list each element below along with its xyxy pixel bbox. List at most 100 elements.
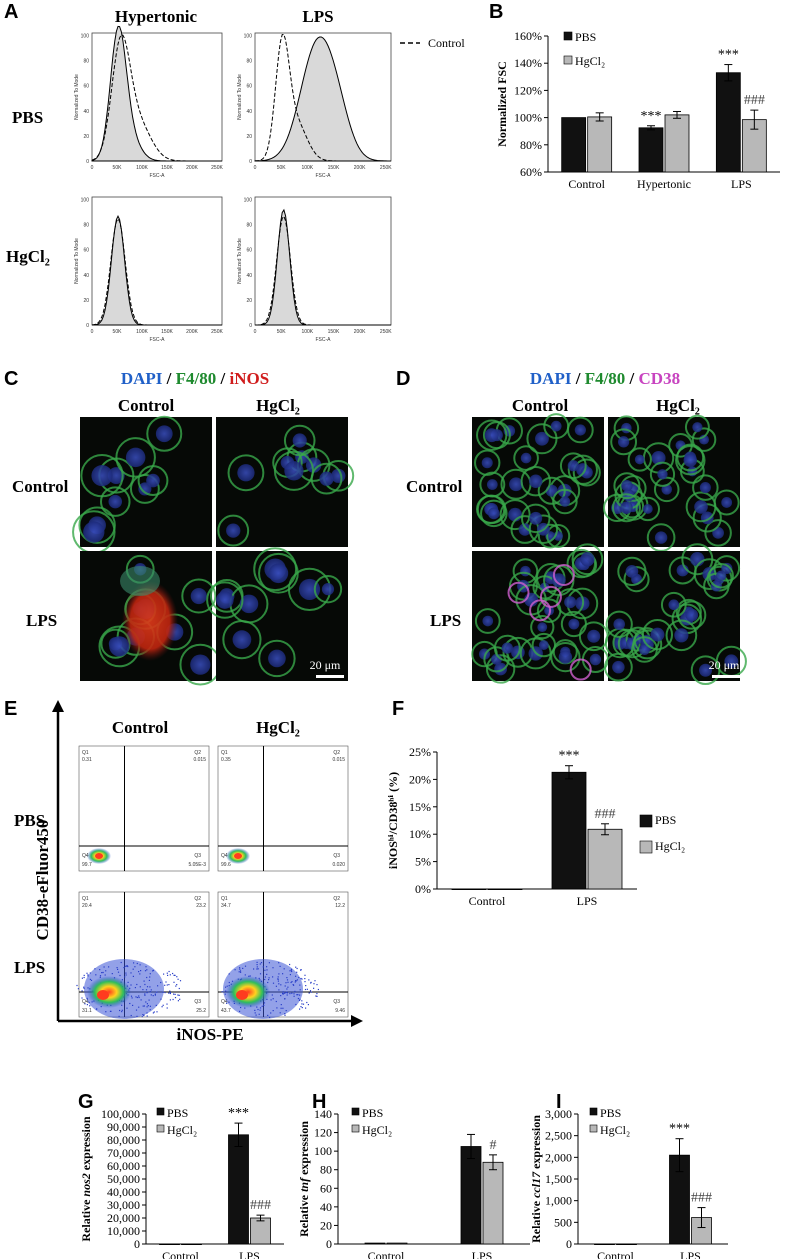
event-dot: [146, 1015, 148, 1017]
cell-membrane: [704, 519, 732, 547]
event-dot: [147, 1005, 149, 1007]
cell-membrane: [483, 646, 510, 673]
panel-d-col-hgcl2: HgCl₂: [656, 396, 700, 415]
y-axis-label-gene: nos2: [79, 1173, 93, 1196]
event-dot: [279, 1012, 281, 1014]
cell-membrane: [665, 619, 698, 652]
event-dot: [161, 1006, 163, 1008]
cell-membrane: [100, 486, 131, 517]
histogram-y-tick: 20: [246, 298, 252, 304]
micrograph-tile: [603, 543, 747, 686]
event-dot: [239, 970, 242, 972]
cell-membrane: [479, 471, 506, 498]
event-dot: [166, 1007, 168, 1009]
bar-pbs: [638, 127, 664, 173]
event-dot: [290, 969, 292, 971]
event-dot: [259, 1009, 261, 1011]
cell-membrane: [222, 620, 262, 660]
cell-nucleus: [651, 450, 666, 465]
event-dot: [101, 972, 103, 974]
event-dot: [286, 991, 288, 993]
event-dot: [276, 1007, 278, 1009]
cell-nucleus: [538, 640, 549, 650]
event-dot: [280, 1007, 282, 1009]
cell-nucleus: [685, 608, 699, 622]
event-dot: [130, 984, 132, 986]
event-dot: [300, 969, 302, 971]
inos-signal: [122, 581, 178, 661]
cell-nucleus: [518, 523, 532, 536]
legend-label: PBS: [600, 1106, 621, 1120]
y-tick-label: 0: [134, 1237, 140, 1251]
scale-bar-c: [316, 675, 344, 678]
cell-membrane: [613, 472, 641, 500]
cell-membrane: [206, 581, 244, 619]
cell-nucleus: [621, 480, 633, 492]
event-dot: [226, 985, 228, 987]
event-dot: [277, 980, 279, 982]
event-dot: [221, 991, 223, 993]
histogram-x-label: FSC-A: [150, 337, 166, 343]
event-dot: [285, 1010, 287, 1012]
y-axis-label-prefix: Relative: [297, 1192, 311, 1237]
y-axis-label-prefix: Relative: [79, 1197, 93, 1242]
cell-membrane: [253, 547, 298, 592]
event-dot: [156, 991, 158, 993]
event-dot: [299, 994, 301, 996]
event-dot: [224, 993, 226, 995]
panel-e-y-arrowhead: [52, 700, 64, 712]
event-dot: [86, 997, 88, 999]
event-dot: [126, 1007, 128, 1009]
x-category-label: Hypertonic: [637, 177, 691, 191]
event-dot: [160, 998, 162, 1000]
event-dot: [152, 969, 154, 971]
panel-a-row-label-pbs: PBS: [12, 108, 43, 127]
event-dot: [294, 990, 296, 992]
event-dot: [146, 992, 148, 994]
cell-nucleus: [237, 464, 255, 482]
bar-hgcl: [664, 114, 690, 173]
event-dot: [144, 970, 147, 972]
panel-g-chart: G 010,00020,00030,00040,00050,00060,0007…: [78, 1091, 284, 1259]
event-dot: [179, 980, 182, 982]
significance-mark: ###: [744, 93, 765, 108]
panel-e-y-axis-label: CD38-eFluor450: [33, 820, 52, 941]
panel-label-e: E: [4, 698, 17, 720]
event-dot: [284, 992, 286, 994]
event-dot: [278, 983, 280, 985]
event-dot: [270, 999, 272, 1001]
event-dot: [284, 1014, 286, 1016]
y-axis-label-prefix: Relative: [529, 1198, 543, 1243]
event-dot: [132, 1004, 134, 1006]
event-dot: [155, 1004, 157, 1006]
significance-mark: ***: [228, 1106, 249, 1121]
event-dot: [272, 976, 274, 978]
event-dot: [310, 991, 312, 993]
cell-nucleus: [642, 504, 653, 514]
histogram-control-curve: [254, 33, 391, 162]
event-dot: [144, 993, 146, 995]
cell-membrane: [552, 488, 578, 515]
panel-a-legend-control: Control: [428, 36, 465, 50]
quadrant-q2v: 12.2: [335, 903, 345, 909]
event-dot: [296, 994, 298, 996]
event-dot: [301, 1000, 303, 1002]
y-tick-label: 120%: [514, 83, 542, 97]
histogram-x-tick: 150K: [161, 329, 173, 335]
event-dot: [90, 979, 93, 981]
cell-nucleus: [268, 649, 286, 668]
cell-nucleus: [216, 591, 234, 609]
cell-membrane: [708, 562, 734, 589]
event-dot: [135, 1009, 138, 1011]
cell-nucleus: [155, 425, 173, 443]
histogram-x-tick: 50K: [113, 165, 123, 171]
event-dot: [304, 988, 307, 991]
panel-c-col-control: Control: [118, 396, 175, 415]
histogram-control-curve: [91, 34, 222, 162]
y-tick-label: 70,000: [107, 1146, 140, 1160]
event-dot: [289, 963, 291, 966]
panel-c: C DAPI / F4/80 / iNOS Control HgCl₂ Cont…: [4, 368, 355, 686]
event-dot: [287, 981, 289, 983]
y-axis-label: Relative nos2 expression: [79, 1116, 93, 1241]
